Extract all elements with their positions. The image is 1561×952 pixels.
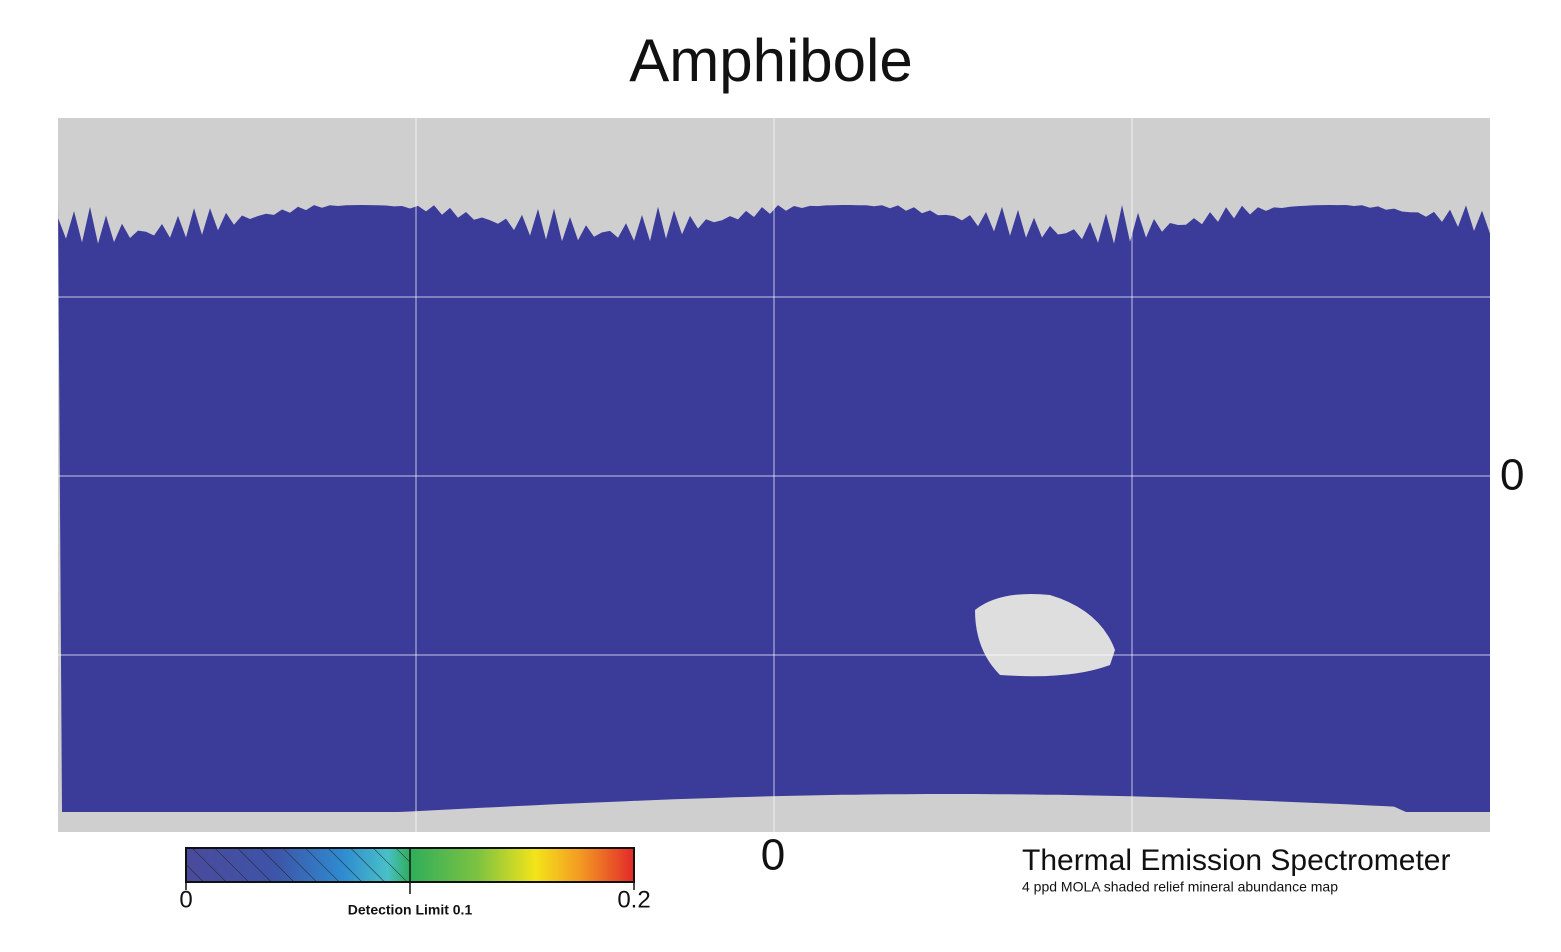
map — [58, 118, 1490, 832]
title: Amphibole — [629, 27, 913, 94]
colorbar-tick-label: 0.2 — [617, 886, 650, 913]
latitude-label: 0 — [1500, 451, 1524, 500]
description: 4 ppd MOLA shaded relief mineral abundan… — [1022, 879, 1338, 895]
longitude-label: 0 — [761, 831, 785, 880]
instrument: Thermal Emission Spectrometer — [1022, 844, 1450, 877]
hellas-region — [975, 594, 1115, 677]
graticule — [58, 118, 1490, 832]
colorbar-hatch — [186, 848, 410, 882]
colorbar: 0 0.2 Detection Limit 0.1 — [179, 847, 651, 918]
colorbar-tick-label: 0 — [179, 886, 192, 913]
detection-limit-label: Detection Limit 0.1 — [348, 902, 473, 918]
